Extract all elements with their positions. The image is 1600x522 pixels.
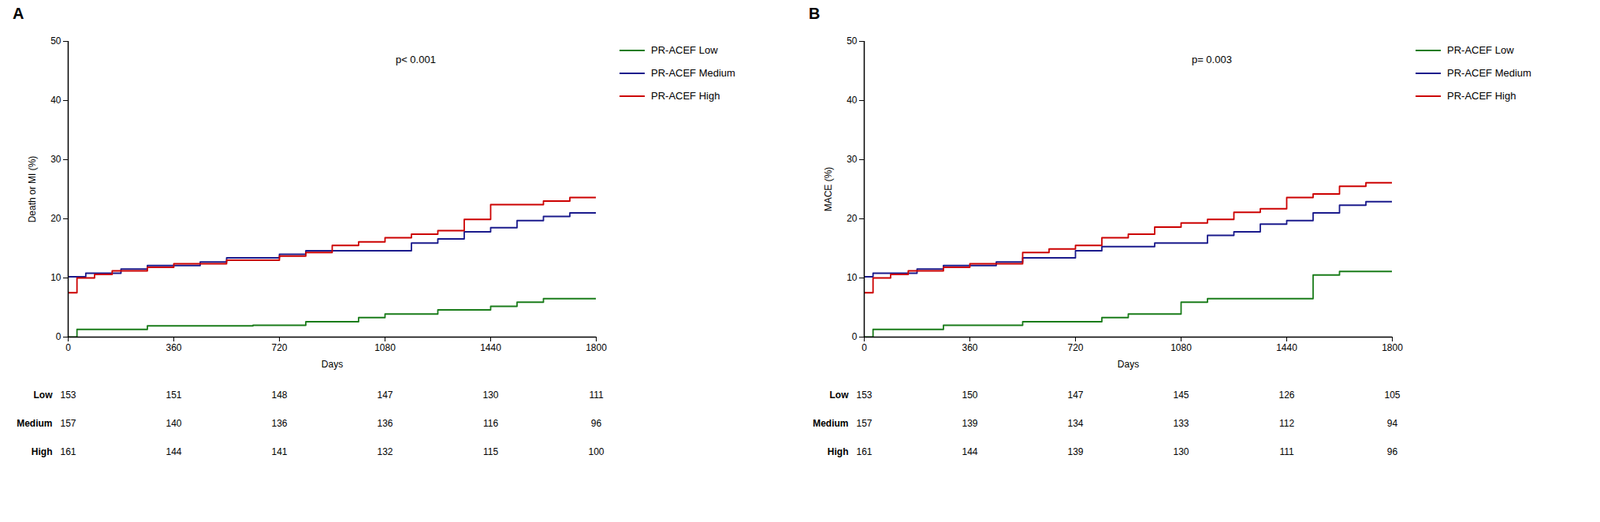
svg-text:130: 130 (1172, 446, 1189, 458)
html-text:A: A (12, 4, 25, 23)
svg-text:Death or MI (%): Death or MI (%) (26, 156, 38, 224)
html-text:B: B (808, 4, 821, 23)
svg-text:134: 134 (1067, 417, 1083, 429)
html-text:PR-ACEF High: PR-ACEF High (1447, 89, 1516, 102)
svg-text:130: 130 (482, 389, 499, 401)
svg-text:40: 40 (846, 94, 858, 106)
svg-text:148: 148 (271, 389, 287, 401)
svg-text:Days: Days (321, 358, 343, 370)
svg-text:161: 161 (59, 446, 76, 458)
svg-text:MACE (%): MACE (%) (822, 167, 834, 213)
svg-text:153: 153 (59, 389, 76, 401)
svg-text:1080: 1080 (374, 342, 396, 354)
svg-text:Low: Low (829, 389, 850, 401)
svg-text:100: 100 (587, 446, 604, 458)
svg-text:140: 140 (165, 417, 182, 429)
svg-text:115: 115 (483, 446, 499, 458)
svg-text:Low: Low (33, 389, 54, 401)
svg-text:139: 139 (1067, 446, 1083, 458)
svg-text:147: 147 (376, 389, 393, 401)
svg-text:150: 150 (961, 389, 978, 401)
svg-text:94: 94 (1387, 417, 1399, 429)
svg-text:1800: 1800 (1381, 342, 1403, 354)
svg-text:139: 139 (961, 417, 978, 429)
svg-text:720: 720 (1067, 342, 1083, 354)
svg-text:High: High (827, 446, 849, 458)
svg-text:141: 141 (271, 446, 287, 458)
html-text:PR-ACEF Low: PR-ACEF Low (651, 44, 718, 56)
svg-text:96: 96 (1387, 446, 1399, 458)
svg-text:Medium: Medium (812, 417, 849, 429)
svg-text:1080: 1080 (1170, 342, 1192, 354)
svg-text:132: 132 (376, 446, 393, 458)
svg-text:161: 161 (855, 446, 872, 458)
svg-text:147: 147 (1067, 389, 1083, 401)
svg-text:p= 0.003: p= 0.003 (1191, 53, 1232, 66)
svg-text:20: 20 (846, 212, 858, 224)
svg-text:1440: 1440 (1276, 342, 1298, 354)
html-text:PR-ACEF Low: PR-ACEF Low (1447, 44, 1514, 56)
svg-text:153: 153 (855, 389, 872, 401)
svg-text:105: 105 (1384, 389, 1400, 401)
svg-text:0: 0 (55, 331, 62, 343)
svg-text:High: High (31, 446, 53, 458)
svg-text:40: 40 (50, 94, 62, 106)
svg-text:112: 112 (1279, 417, 1295, 429)
svg-text:133: 133 (1172, 417, 1189, 429)
svg-text:Days: Days (1117, 358, 1139, 370)
html-text:PR-ACEF Medium: PR-ACEF Medium (1447, 66, 1532, 79)
svg-text:126: 126 (1278, 389, 1295, 401)
svg-text:0: 0 (861, 342, 867, 354)
svg-text:30: 30 (846, 153, 858, 165)
svg-text:50: 50 (846, 35, 858, 47)
svg-text:144: 144 (961, 446, 978, 458)
svg-text:50: 50 (50, 35, 62, 47)
svg-text:145: 145 (1172, 389, 1189, 401)
svg-text:144: 144 (165, 446, 182, 458)
svg-text:10: 10 (50, 271, 62, 283)
svg-text:Medium: Medium (16, 417, 53, 429)
svg-text:360: 360 (165, 342, 182, 354)
html-text:PR-ACEF Medium: PR-ACEF Medium (651, 66, 736, 79)
svg-text:157: 157 (59, 417, 76, 429)
svg-text:1440: 1440 (480, 342, 502, 354)
svg-text:116: 116 (483, 417, 499, 429)
svg-text:111: 111 (1279, 446, 1295, 458)
svg-text:136: 136 (376, 417, 393, 429)
svg-text:20: 20 (50, 212, 62, 224)
svg-text:1800: 1800 (585, 342, 607, 354)
svg-text:96: 96 (591, 417, 603, 429)
svg-text:136: 136 (271, 417, 287, 429)
svg-text:151: 151 (165, 389, 182, 401)
svg-text:0: 0 (65, 342, 71, 354)
svg-text:360: 360 (961, 342, 978, 354)
svg-text:10: 10 (846, 271, 858, 283)
svg-text:0: 0 (852, 331, 858, 343)
svg-text:720: 720 (271, 342, 287, 354)
svg-text:30: 30 (50, 153, 62, 165)
html-text:PR-ACEF High: PR-ACEF High (651, 89, 720, 102)
svg-text:111: 111 (588, 389, 604, 401)
svg-text:157: 157 (855, 417, 872, 429)
svg-text:p< 0.001: p< 0.001 (395, 53, 436, 66)
